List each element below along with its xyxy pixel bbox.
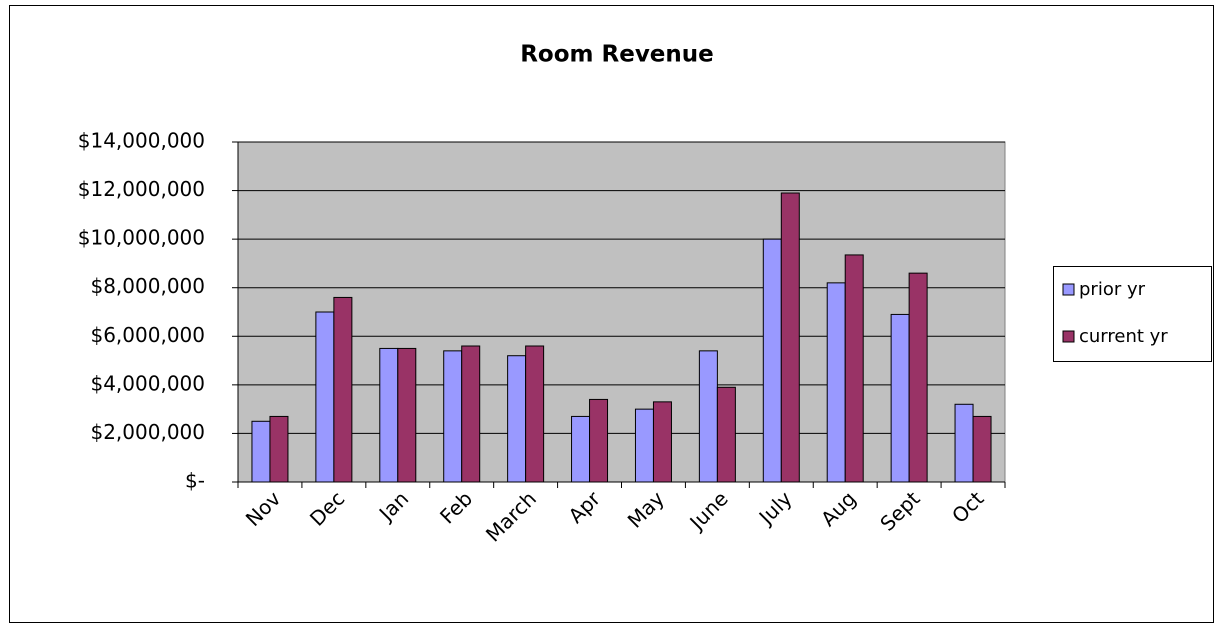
plot-area (237, 141, 1006, 483)
bar (826, 282, 846, 483)
y-tick-label: $14,000,000 (78, 129, 205, 153)
bar (844, 254, 864, 483)
bar (780, 192, 800, 483)
legend-label: prior yr (1079, 279, 1146, 300)
bar (333, 296, 353, 483)
bar (507, 355, 527, 483)
bar (972, 415, 992, 483)
legend-swatch (1062, 283, 1075, 296)
bar (890, 313, 910, 483)
y-tick-label: $2,000,000 (90, 420, 205, 444)
y-tick-label: $- (185, 469, 205, 493)
bar (251, 420, 271, 483)
bar (589, 398, 609, 483)
bar (634, 408, 654, 483)
bar (652, 401, 672, 483)
bar (716, 386, 736, 483)
bar (315, 311, 335, 483)
legend-swatch (1062, 330, 1075, 343)
bar (379, 347, 399, 483)
bar (698, 350, 718, 483)
bar (762, 238, 782, 483)
bar (954, 403, 974, 483)
legend-label: current yr (1079, 326, 1168, 347)
y-tick-label: $8,000,000 (90, 274, 205, 298)
y-tick-label: $6,000,000 (90, 323, 205, 347)
y-tick-label: $4,000,000 (90, 371, 205, 395)
bar (525, 345, 545, 483)
bar (397, 347, 417, 483)
legend-box (1053, 266, 1212, 362)
chart-title: Room Revenue (520, 42, 714, 68)
bar (443, 350, 463, 483)
bar (461, 345, 481, 483)
bar (908, 272, 928, 483)
y-tick-label: $12,000,000 (78, 177, 205, 201)
y-tick-label: $10,000,000 (78, 226, 205, 250)
bar (571, 415, 591, 483)
bar (269, 415, 289, 483)
